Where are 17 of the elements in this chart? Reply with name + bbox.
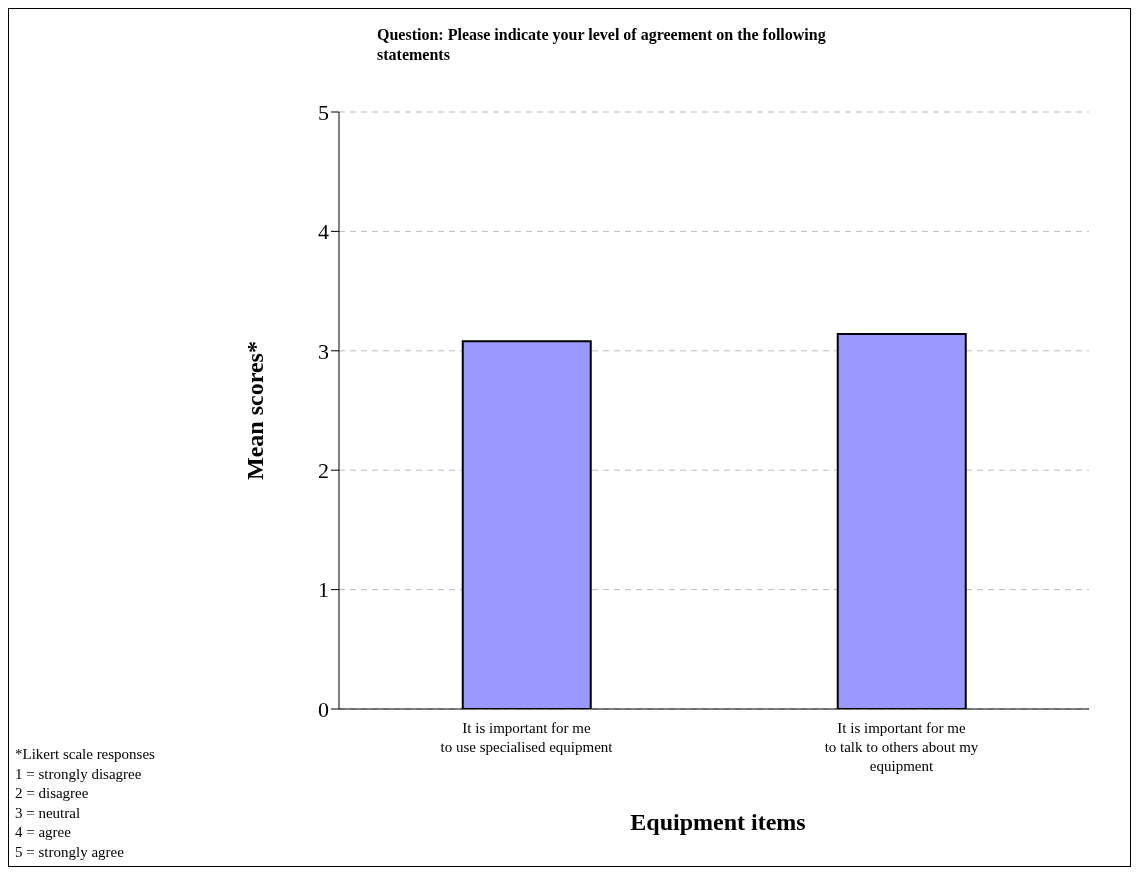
y-tick-label: 5 [318, 99, 329, 125]
text: 3 = neutral [15, 803, 82, 823]
y-tick-label: 4 [318, 219, 329, 245]
chart-title: Question: Please indicate your level of agreement on the following statements [377, 25, 827, 65]
y-tick-label: 2 [318, 458, 329, 484]
y-axis-title: Mean scores* [241, 341, 268, 480]
y-tick-label: 0 [318, 696, 329, 722]
y-tick-label: 3 [318, 338, 329, 364]
text: 5 = strongly agree [15, 842, 125, 862]
text: 1 = strongly disagree [15, 764, 143, 784]
text: 2 = disagree [15, 784, 90, 803]
text: 4 = agree [15, 823, 72, 842]
x-tick-label: It is important for me to talk to others about my equipment [824, 720, 979, 774]
x-axis-title: Equipment items [629, 809, 807, 836]
y-tick-label: 1 [318, 577, 329, 603]
x-tick-label: It is important for me to use specialised equipment [440, 720, 614, 755]
text: *Likert scale responses [15, 745, 155, 764]
